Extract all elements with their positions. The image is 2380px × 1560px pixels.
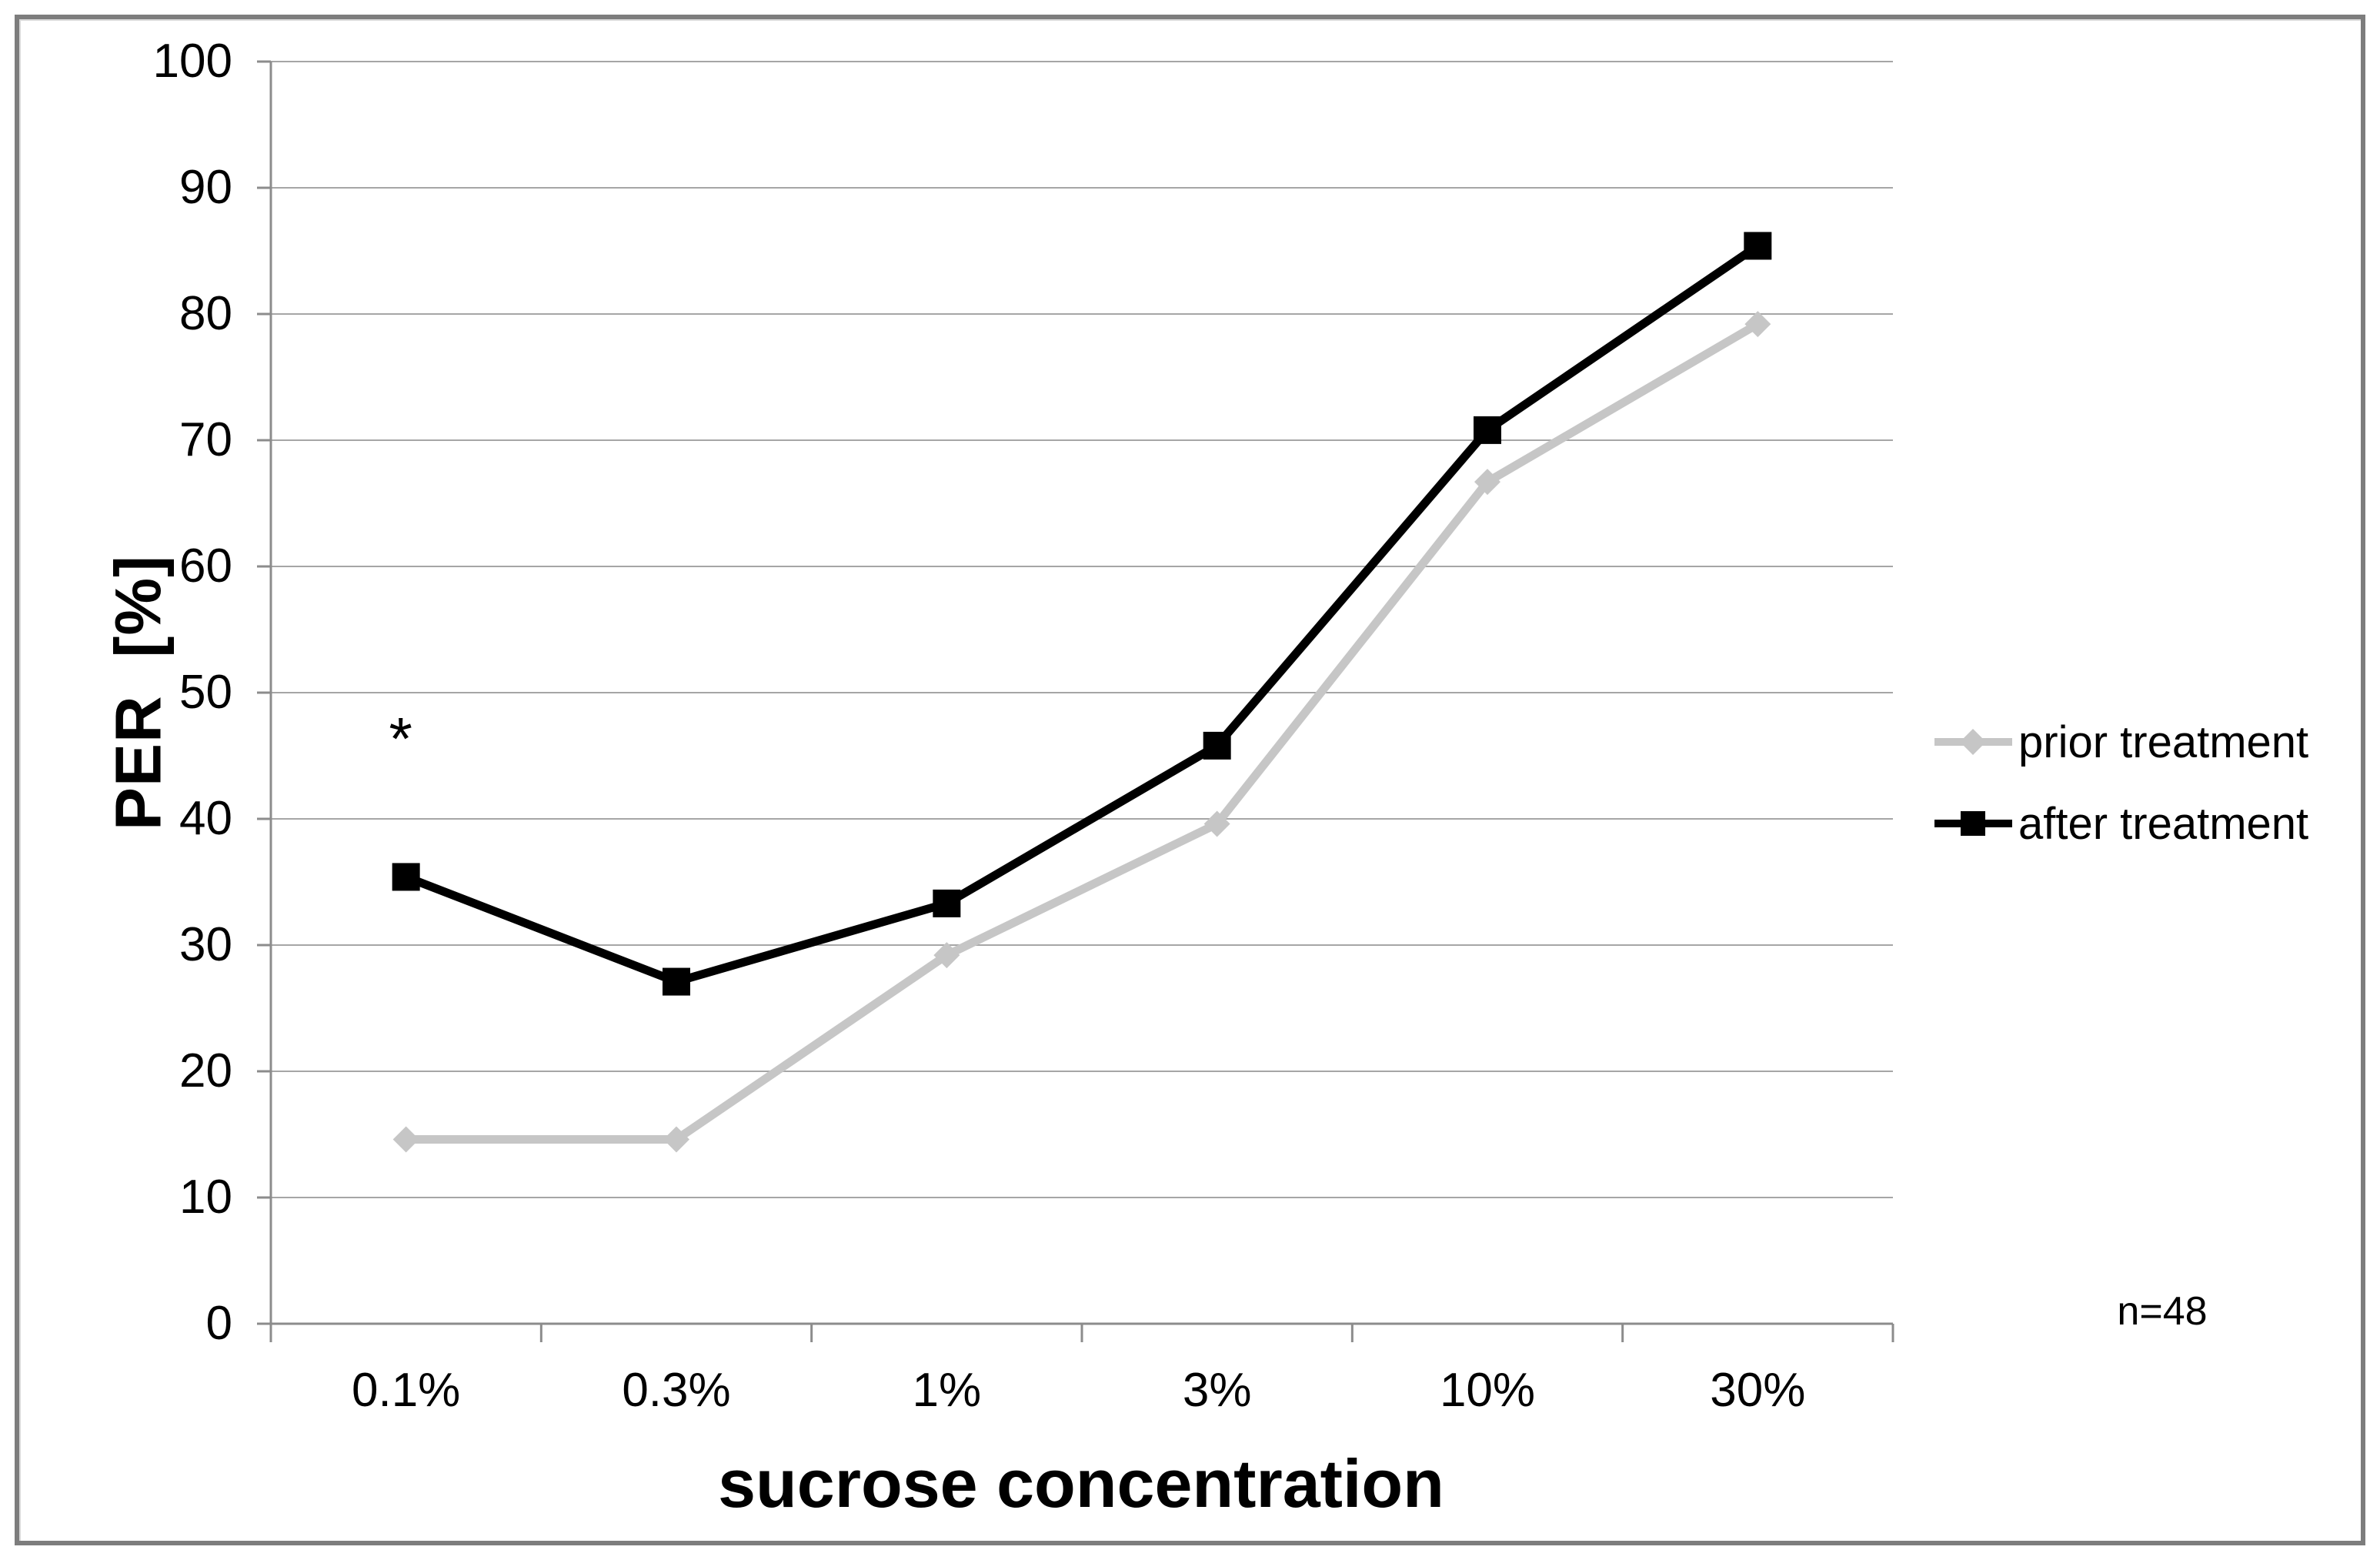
prior-treatment-marker <box>663 1126 689 1153</box>
prior-treatment-marker-icon <box>1934 729 2012 755</box>
after-treatment-marker-icon <box>1934 811 2012 836</box>
after-treatment-marker <box>1744 232 1772 260</box>
after-treatment-marker <box>1203 731 1231 760</box>
legend-label-prior-treatment: prior treatment <box>2018 717 2309 767</box>
prior-treatment-marker <box>1203 810 1230 837</box>
figure-frame <box>15 15 2365 1545</box>
after-treatment-line <box>404 242 1761 987</box>
after-treatment-marker <box>1474 416 1501 444</box>
prior-treatment-marker <box>1474 469 1500 496</box>
after-treatment-marker <box>933 889 961 917</box>
after-treatment-marker <box>663 967 690 996</box>
prior-treatment-marker <box>392 1126 419 1153</box>
y-axis-title: PER [%] <box>102 554 175 831</box>
x-axis-title: sucrose concentration <box>718 1445 1444 1522</box>
legend-item-prior-treatment: prior treatment <box>1933 714 2308 770</box>
prior-treatment-line <box>406 320 1761 1144</box>
legend-label-after-treatment: after treatment <box>2018 798 2309 849</box>
prior-treatment-marker <box>933 942 960 969</box>
sample-size-note: n=48 <box>2117 1289 2208 1334</box>
significance-asterisk: * <box>389 705 412 773</box>
legend-diamond <box>1960 729 1986 755</box>
prior-treatment-marker <box>1744 311 1771 338</box>
legend-item-after-treatment: after treatment <box>1933 796 2308 851</box>
legend-square <box>1961 811 1985 836</box>
after-treatment-marker <box>392 863 420 891</box>
